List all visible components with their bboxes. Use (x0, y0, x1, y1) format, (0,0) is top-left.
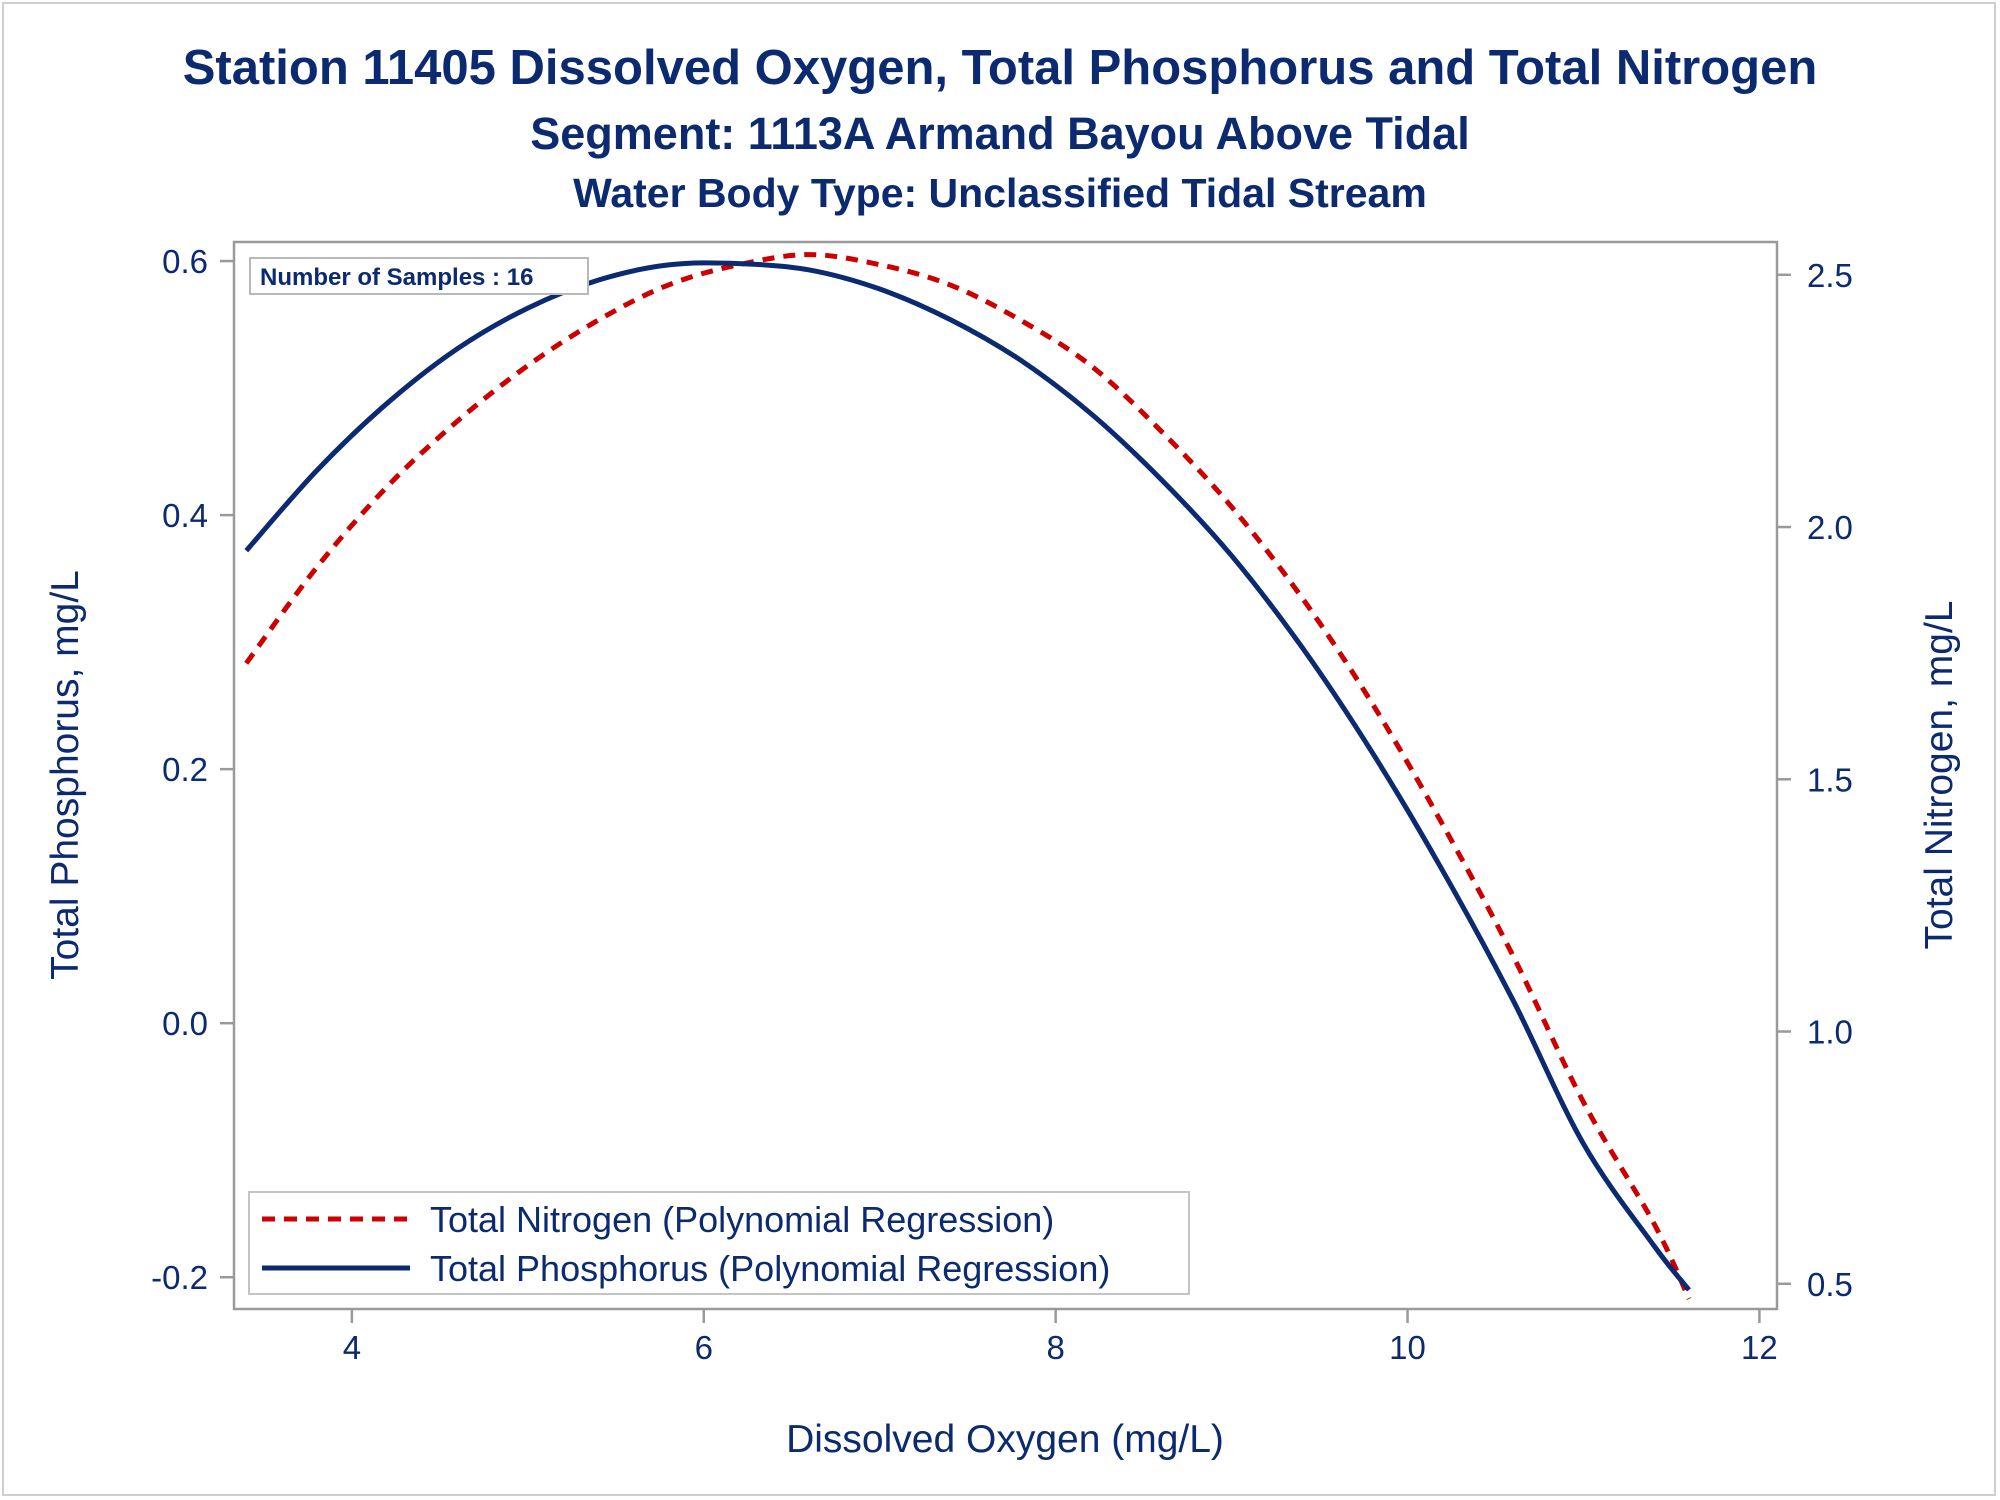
series-layer (244, 252, 1692, 1300)
y-tick-label: -0.2 (151, 1259, 208, 1296)
sample-count-box: Number of Samples : 16 (249, 257, 589, 295)
x-axis: 4 6 8 10 12 (343, 1309, 1778, 1366)
y2-tick-label: 1.0 (1807, 1014, 1853, 1051)
y2-tick-label: 2.0 (1807, 509, 1853, 546)
chart-title: Station 11405 Dissolved Oxygen, Total Ph… (182, 41, 1818, 95)
y-tick-label: 0.2 (162, 751, 208, 788)
y-axis-left: -0.2 0.0 0.2 0.4 0.6 (151, 243, 234, 1296)
legend-label-nitrogen: Total Nitrogen (Polynomial Regression) (430, 1199, 1054, 1240)
y2-tick-label: 1.5 (1807, 761, 1853, 798)
x-tick-label: 10 (1389, 1329, 1426, 1366)
y-axis-label: Total Phosphorus, mg/L (44, 570, 87, 980)
plot-area (232, 240, 1779, 1311)
x-tick-label: 4 (343, 1329, 361, 1366)
sample-count-text: Number of Samples : 16 (260, 264, 533, 291)
series-line-phosphorus (244, 260, 1691, 1292)
y-axis-right: 0.5 1.0 1.5 2.0 2.5 (1777, 257, 1853, 1303)
y-tick-label: 0.6 (162, 243, 208, 280)
y2-axis-label: Total Nitrogen, mg/L (1918, 600, 1961, 949)
legend-label-phosphorus: Total Phosphorus (Polynomial Regression) (430, 1248, 1110, 1289)
y-tick-label: 0.0 (162, 1005, 208, 1042)
chart-subtitle-segment: Segment: 1113A Armand Bayou Above Tidal (530, 108, 1470, 159)
y-tick-label: 0.4 (162, 497, 208, 534)
x-tick-label: 12 (1741, 1329, 1778, 1366)
chart-subtitle-water-body: Water Body Type: Unclassified Tidal Stre… (573, 170, 1427, 216)
x-tick-label: 8 (1046, 1329, 1064, 1366)
y2-tick-label: 0.5 (1807, 1266, 1853, 1303)
y2-tick-label: 2.5 (1807, 257, 1853, 294)
legend: Total Nitrogen (Polynomial Regression) T… (248, 1191, 1190, 1295)
x-axis-label: Dissolved Oxygen (mg/L) (786, 1418, 1224, 1461)
series-line-nitrogen (244, 252, 1692, 1300)
legend-box (248, 1191, 1190, 1295)
x-tick-label: 6 (695, 1329, 713, 1366)
